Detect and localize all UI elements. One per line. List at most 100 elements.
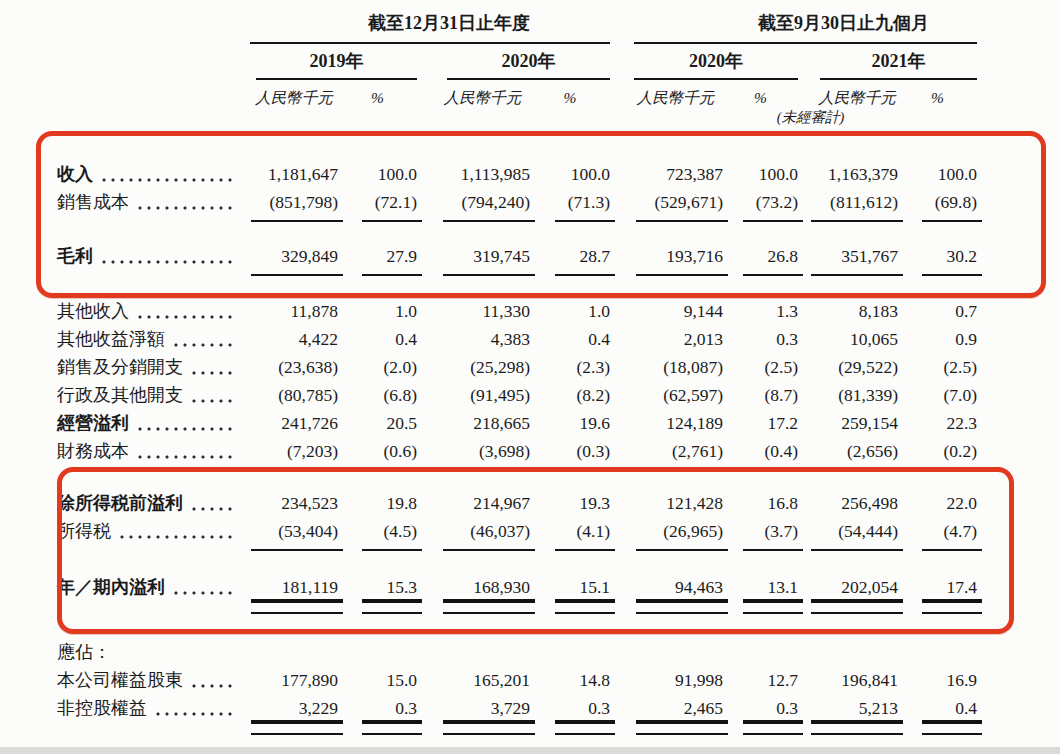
cell-value: (6.8)	[365, 385, 417, 406]
table-cell: 28.7	[530, 239, 610, 267]
row-label-cell: 其他收入	[57, 294, 250, 322]
cell-value: 319,745	[446, 246, 530, 267]
year-header-cell: 2021年	[798, 44, 977, 80]
cell-value: 15.0	[365, 670, 417, 691]
cell-value: 17.2	[746, 413, 798, 434]
cell-value: 22.3	[925, 413, 977, 434]
table-cell: (69.8)	[898, 185, 977, 213]
row-label: 本公司權益股東	[57, 670, 183, 691]
row-label-cell: 銷售成本	[57, 185, 250, 213]
dot-leader	[120, 535, 234, 539]
cell-value: (2.5)	[925, 357, 977, 378]
table-cell: 2,465	[610, 691, 723, 719]
table-row: 本公司權益股東177,89015.0165,20114.891,99812.71…	[57, 663, 977, 691]
cell-value: 121,428	[639, 493, 723, 514]
cell-value: (7,203)	[254, 441, 338, 462]
cell-value: 0.4	[925, 698, 977, 719]
table-cell: 351,767	[798, 239, 898, 267]
cell-value: 351,767	[814, 246, 898, 267]
table-cell: 241,726	[250, 406, 338, 434]
table-cell: 15.0	[338, 663, 417, 691]
unaudited-note-row: (未經審計)	[57, 108, 977, 125]
table-cell: (54,444)	[798, 514, 898, 542]
cell-value: (69.8)	[925, 192, 977, 213]
cell-value: 100.0	[746, 164, 798, 185]
cell-value: 91,998	[639, 670, 723, 691]
table-cell: 8,183	[798, 294, 898, 322]
table-row: 銷售成本(851,798)(72.1)(794,240)(71.3)(529,6…	[57, 185, 977, 213]
table-cell: 1.0	[530, 294, 610, 322]
dot-leader	[192, 507, 234, 511]
cell-value: (23,638)	[254, 357, 338, 378]
table-cell: 100.0	[530, 157, 610, 185]
row-label-cell: 應佔：	[57, 635, 250, 663]
table-cell: 0.4	[338, 322, 417, 350]
table-cell: 19.8	[338, 486, 417, 514]
row-label: 應佔：	[57, 642, 111, 663]
cell-value: 124,189	[639, 413, 723, 434]
table-cell: (851,798)	[250, 185, 338, 213]
dot-leader	[102, 260, 234, 264]
period-header-row: 截至12月31日止年度 截至9月30日止九個月	[57, 10, 977, 44]
row-label: 非控股權益	[57, 698, 147, 719]
table-cell: (0.3)	[530, 434, 610, 462]
empty-cell	[250, 635, 977, 663]
currency-unit-label: 人民幣千元	[798, 80, 898, 108]
table-cell: 100.0	[723, 157, 798, 185]
table-cell: 124,189	[610, 406, 723, 434]
cell-value: 3,229	[254, 698, 338, 719]
table-cell: 15.3	[338, 570, 417, 598]
table-cell: 30.2	[898, 239, 977, 267]
cell-value: (4.1)	[558, 521, 610, 542]
table-cell: 214,967	[417, 486, 530, 514]
cell-value: 20.5	[365, 413, 417, 434]
cell-value: (73.2)	[746, 192, 798, 213]
table-row: 財務成本(7,203)(0.6)(3,698)(0.3)(2,761)(0.4)…	[57, 434, 977, 462]
cell-value: (80,785)	[254, 385, 338, 406]
table-cell: 26.8	[723, 239, 798, 267]
row-label: 收入	[57, 164, 93, 185]
table-cell: 0.3	[723, 322, 798, 350]
table-cell: 168,930	[417, 570, 530, 598]
cell-value: 259,154	[814, 413, 898, 434]
table-cell: 218,665	[417, 406, 530, 434]
table-cell: 0.3	[530, 691, 610, 719]
cell-value: 723,387	[639, 164, 723, 185]
table-cell: 4,422	[250, 322, 338, 350]
table-cell: 15.1	[530, 570, 610, 598]
table-row: 應佔：	[57, 635, 977, 663]
cell-value: (8.2)	[558, 385, 610, 406]
cell-value: 10,065	[814, 329, 898, 350]
table-cell: (2.3)	[530, 350, 610, 378]
table-cell: 181,119	[250, 570, 338, 598]
cell-value: 3,729	[446, 698, 530, 719]
table-cell: 94,463	[610, 570, 723, 598]
table-cell: (29,522)	[798, 350, 898, 378]
cell-value: (54,444)	[814, 521, 898, 542]
dot-leader	[102, 178, 234, 182]
cell-value: 94,463	[639, 577, 723, 598]
table-row: 毛利329,84927.9319,74528.7193,71626.8351,7…	[57, 239, 977, 267]
table-cell: (0.6)	[338, 434, 417, 462]
row-label-cell: 非控股權益	[57, 691, 250, 719]
period1-title: 截至12月31日止年度	[250, 12, 610, 34]
year-2020-label: 2020年	[447, 50, 610, 80]
table-row: 行政及其他開支(80,785)(6.8)(91,495)(8.2)(62,597…	[57, 378, 977, 406]
cell-value: (2,761)	[639, 441, 723, 462]
currency-unit-label: 人民幣千元	[417, 80, 530, 108]
period2-underline: 截至9月30日止九個月	[634, 12, 977, 44]
table-cell: 0.4	[898, 691, 977, 719]
cell-value: 4,422	[254, 329, 338, 350]
table-cell: 259,154	[798, 406, 898, 434]
period-header-cell: 截至9月30日止九個月	[610, 10, 977, 44]
cell-value: 13.1	[746, 577, 798, 598]
cell-value: 0.4	[558, 329, 610, 350]
cell-value: 241,726	[254, 413, 338, 434]
cell-value: (29,522)	[814, 357, 898, 378]
table-cell: (91,495)	[417, 378, 530, 406]
cell-value: (8.7)	[746, 385, 798, 406]
table-cell: 14.8	[530, 663, 610, 691]
cell-value: (18,087)	[639, 357, 723, 378]
table-cell: (2,656)	[798, 434, 898, 462]
table-cell: (6.8)	[338, 378, 417, 406]
